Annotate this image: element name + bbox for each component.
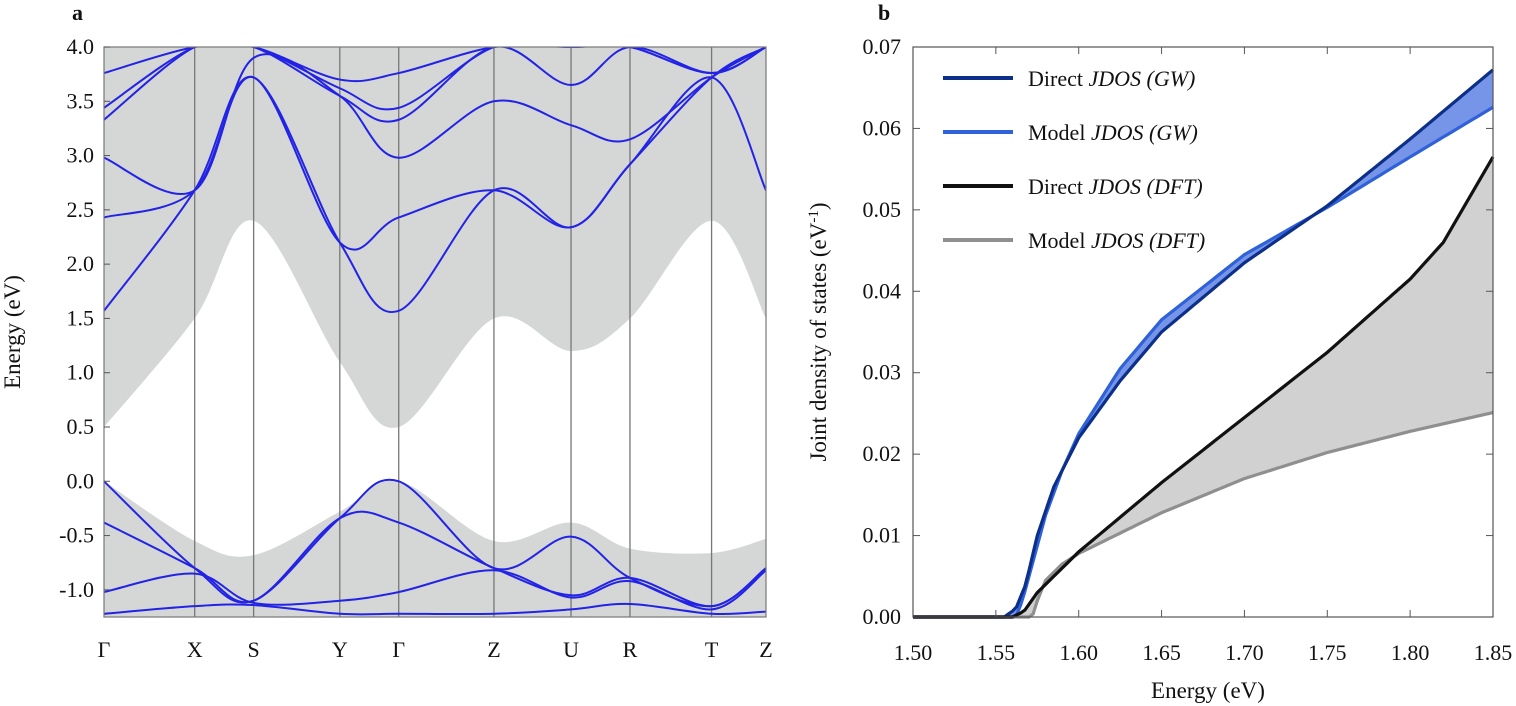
y-tick-label: 1.0 <box>67 360 95 385</box>
kpoint-label: X <box>187 637 203 662</box>
y-tick-label: 3.5 <box>67 88 95 113</box>
x-tick-label: 1.60 <box>1059 640 1098 665</box>
band-line-vb4 <box>104 602 766 616</box>
y-tick-label: 0.06 <box>863 115 902 140</box>
panel-a-y-ticks: 4.0 3.5 3.0 2.5 2.0 1.5 1.0 0.5 0.0 -0.5 -1.0 <box>59 34 110 602</box>
kpoint-label: S <box>248 637 260 662</box>
kpoint-label: Γ <box>392 637 405 662</box>
kpoint-label: Y <box>332 637 348 662</box>
band-envelope-group <box>104 47 766 617</box>
kpoint-label: T <box>705 637 719 662</box>
legend-entry: Direct JDOS (GW) <box>1028 66 1195 91</box>
y-tick-label: -1.0 <box>59 577 94 602</box>
band-line-cb4 <box>104 47 766 123</box>
legend: Direct JDOS (GW) Model JDOS (GW) Direct JD… <box>943 66 1205 253</box>
y-tick-label: 0.02 <box>863 441 902 466</box>
x-tick-label: 1.70 <box>1225 640 1264 665</box>
panel-b-y-ticks: 0.00 0.01 0.02 0.03 0.04 0.05 0.06 0.07 <box>863 34 1493 629</box>
panel-a-frame <box>103 46 767 618</box>
x-tick-label: 1.75 <box>1308 640 1347 665</box>
band-structure-lines <box>104 47 766 616</box>
y-tick-label: 3.0 <box>67 143 95 168</box>
band-line-cb6 <box>104 47 766 83</box>
series-line-direct-gw <box>913 68 1495 619</box>
y-tick-label: 0.04 <box>863 278 902 303</box>
panel-a-label: a <box>72 0 83 25</box>
y-tick-label: 1.5 <box>67 305 95 330</box>
band-line-cb3 <box>104 47 766 195</box>
y-tick-label: -0.5 <box>59 523 94 548</box>
x-tick-label: 1.85 <box>1474 640 1513 665</box>
kpoint-label: R <box>623 637 638 662</box>
y-tick-label: 2.0 <box>67 251 95 276</box>
kpoint-label: Γ <box>98 637 111 662</box>
band-line-vb3 <box>104 569 766 611</box>
y-tick-label: 0.00 <box>863 604 902 629</box>
panel-b-x-ticks: 1.50 1.55 1.60 1.65 1.70 1.75 1.80 1.85 <box>894 47 1513 665</box>
legend-entry: Model JDOS (DFT) <box>1028 228 1205 253</box>
x-tick-label: 1.65 <box>1142 640 1181 665</box>
y-tick-label: 4.0 <box>67 34 95 59</box>
jdos-fill-dft <box>913 156 1493 617</box>
band-line-vb2 <box>104 510 766 608</box>
x-tick-label: 1.50 <box>894 640 933 665</box>
y-tick-label: 0.05 <box>863 197 902 222</box>
panel-b-label: b <box>878 0 890 25</box>
panel-b-y-axis-label: Joint density of states (eV-1) <box>806 202 831 461</box>
kpoint-gridlines <box>194 47 713 617</box>
panel-b-x-axis-label: Energy (eV) <box>1151 678 1265 703</box>
y-tick-label: 0.01 <box>863 523 902 548</box>
jdos-difference-fills <box>913 69 1493 618</box>
legend-entry: Model JDOS (GW) <box>1028 120 1198 145</box>
kpoint-label: Z <box>487 637 500 662</box>
y-tick-label: 0.5 <box>67 414 95 439</box>
conduction-band-envelope <box>104 47 766 428</box>
x-tick-label: 1.55 <box>977 640 1016 665</box>
series-line-model-dft <box>913 411 1494 619</box>
valence-band-envelope <box>104 480 766 617</box>
y-tick-label: 0.07 <box>863 34 902 59</box>
panel-a-y-axis-label: Energy (eV) <box>0 275 25 389</box>
y-tick-label: 0.0 <box>67 468 95 493</box>
legend-entry: Direct JDOS (DFT) <box>1028 174 1203 199</box>
kpoint-label: U <box>563 637 579 662</box>
panel-b-frame <box>912 46 1494 618</box>
kpoint-label: Z <box>759 637 772 662</box>
y-tick-label: 2.5 <box>67 197 95 222</box>
y-tick-label: 0.03 <box>863 360 902 385</box>
x-tick-label: 1.80 <box>1391 640 1430 665</box>
